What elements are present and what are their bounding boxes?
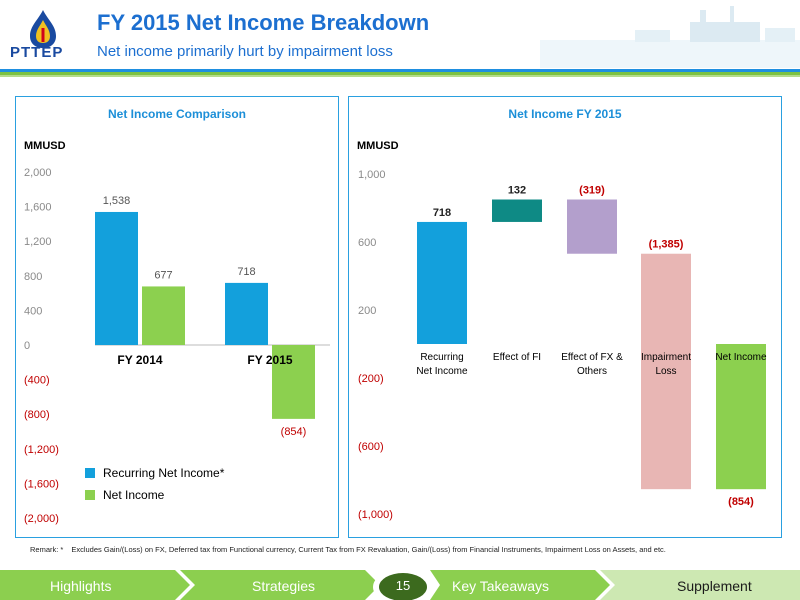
y-tick-label: 2,000 [24, 167, 52, 179]
y-tick-label: 0 [24, 340, 30, 352]
bar-value-label: (1,385) [649, 239, 684, 251]
logo-text: PTTEP [10, 44, 64, 61]
y-unit-label-left: MMUSD [24, 140, 66, 152]
bar-value-label: (854) [281, 426, 307, 438]
y-tick-label: (1,000) [358, 509, 393, 521]
tab-highlights-bg[interactable] [0, 570, 190, 600]
remark-text: Excludes Gain/(Loss) on FX, Deferred tax… [71, 545, 666, 554]
header-rule-green [0, 72, 800, 75]
tab-strategies[interactable]: Strategies [252, 578, 316, 594]
bar-net-income [142, 286, 185, 345]
x-category-label: Effect of FX & [561, 352, 623, 363]
net-income-fy2015-panel: Net Income FY 2015 MMUSD [348, 96, 782, 538]
legend-swatch-recurring [85, 468, 95, 478]
bar-value-label: 718 [237, 266, 255, 278]
tab-key-takeaways-bg[interactable] [430, 570, 610, 600]
slide-header: PTTEP FY 2015 Net Income Breakdown Net i… [0, 0, 800, 78]
y-tick-label: (600) [358, 441, 384, 453]
bar-value-label: 132 [508, 185, 526, 197]
bar-recurring [225, 282, 268, 345]
footer-navigation [0, 570, 800, 600]
x-category-label: Effect of FI [493, 352, 541, 363]
header-rule-blue [0, 69, 800, 72]
page-number: 15 [395, 578, 411, 593]
y-tick-label: 1,600 [24, 202, 52, 214]
bar-value-label: 677 [154, 269, 172, 281]
x-category-label: FY 2015 [247, 353, 292, 367]
y-tick-label: (1,600) [24, 478, 59, 490]
footnote-remark: Remark: * Excludes Gain/(Loss) on FX, Def… [30, 545, 666, 554]
bar-value-label: 718 [433, 207, 451, 219]
x-category-label: Recurring [420, 352, 463, 363]
remark-marker: Remark: * [30, 545, 64, 554]
footer-labels: Highlights Strategies 15 Key Takeaways S… [0, 570, 800, 600]
header-rule-light [0, 75, 800, 77]
y-tick-label: (2,000) [24, 513, 59, 525]
page-number-badge [379, 573, 427, 600]
y-tick-label: 800 [24, 271, 42, 283]
y-tick-label: (800) [24, 409, 50, 421]
y-tick-label: 1,000 [358, 169, 386, 181]
offshore-platform-graphic [540, 6, 800, 68]
chart-title-comparison: Net Income Comparison [107, 107, 247, 121]
y-tick-label: 200 [358, 305, 376, 317]
page-subtitle: Net income primarily hurt by impairment … [97, 43, 393, 60]
chart-title-fy2015: Net Income FY 2015 [508, 107, 622, 121]
tab-supplement-bg[interactable] [600, 570, 800, 600]
legend-swatch-net-income [85, 490, 95, 500]
bar-net-income [272, 345, 315, 419]
y-tick-label: (200) [358, 373, 384, 385]
net-income-comparison-panel: Net Income Comparison MMUSD [15, 96, 339, 538]
waterfall-bar [417, 221, 467, 344]
y-tick-label: (400) [24, 375, 50, 387]
bar-recurring [95, 211, 138, 345]
waterfall-bar [567, 199, 617, 254]
waterfall-bar [641, 253, 691, 490]
tab-highlights[interactable]: Highlights [50, 578, 112, 594]
page-title: FY 2015 Net Income Breakdown [97, 10, 430, 35]
y-tick-label: 400 [24, 305, 42, 317]
pttep-logo-icon [30, 10, 56, 48]
legend-item-recurring: Recurring Net Income* [85, 466, 224, 480]
x-category-label: FY 2014 [117, 353, 162, 367]
legend-label-recurring: Recurring Net Income* [103, 466, 225, 480]
waterfall-bar [492, 199, 542, 222]
bar-value-label: (319) [579, 185, 605, 197]
tab-supplement[interactable]: Supplement [677, 578, 752, 594]
bar-value-label: 1,538 [103, 195, 131, 207]
y-tick-label: 1,200 [24, 236, 52, 248]
tab-strategies-bg[interactable] [180, 570, 380, 600]
legend-label-net-income: Net Income [103, 488, 165, 502]
y-tick-label: (1,200) [24, 444, 59, 456]
x-category-label: Loss [655, 366, 676, 377]
y-tick-label: 600 [358, 237, 376, 249]
x-category-label: Net Income [416, 366, 468, 377]
x-category-label: Impairment [641, 352, 691, 363]
y-unit-label-right: MMUSD [357, 140, 399, 152]
bar-value-label: (854) [728, 496, 754, 508]
legend-item-net-income: Net Income [85, 488, 164, 502]
x-category-label: Others [577, 366, 607, 377]
x-category-label: Net Income [715, 352, 767, 363]
waterfall-bar [716, 344, 766, 490]
tab-key-takeaways[interactable]: Key Takeaways [452, 578, 550, 594]
